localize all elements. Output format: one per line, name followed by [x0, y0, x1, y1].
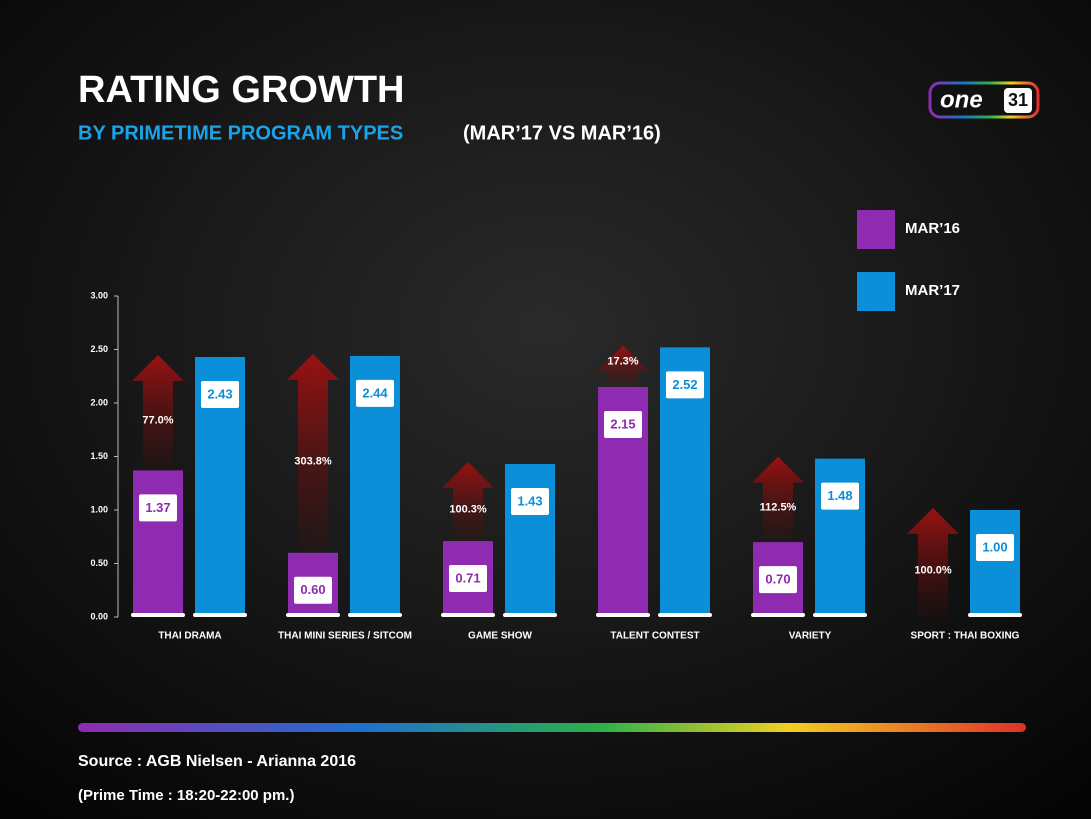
growth-label: 303.8% — [294, 455, 332, 467]
growth-arrow — [132, 354, 184, 471]
value-label: 2.44 — [362, 385, 388, 400]
value-label: 0.71 — [455, 570, 480, 585]
value-label-box — [356, 379, 394, 407]
value-label-box — [666, 371, 704, 399]
growth-arrow — [442, 461, 494, 542]
x-tick-label: THAI DRAMA — [158, 631, 221, 642]
legend-label: MAR’17 — [905, 282, 960, 299]
value-label: 0.60 — [300, 582, 325, 597]
y-tick-label: 1.50 — [90, 451, 108, 461]
value-label-box — [139, 494, 177, 522]
value-label-box — [821, 482, 859, 510]
bar-base — [131, 613, 185, 617]
bar-base — [441, 613, 495, 617]
footnote: Source : AGB Nielsen - Arianna 2016 — [78, 753, 356, 770]
growth-arrow — [752, 456, 804, 543]
logo-badge — [1004, 88, 1032, 113]
bar — [133, 470, 183, 617]
value-label-box — [511, 487, 549, 515]
growth-arrow — [287, 353, 339, 553]
bar — [970, 510, 1020, 617]
bar-base — [286, 613, 340, 617]
footnote: (Prime Time : 18:20-22:00 pm.) — [78, 787, 294, 804]
y-tick-label: 2.00 — [90, 397, 108, 407]
legend-swatch — [857, 210, 895, 249]
legend-swatch — [857, 272, 895, 311]
value-label: 2.52 — [672, 377, 697, 392]
growth-label: 112.5% — [760, 501, 797, 513]
value-label-box — [449, 565, 487, 593]
x-tick-label: GAME SHOW — [468, 631, 532, 642]
bar-base — [193, 613, 247, 617]
x-tick-label: VARIETY — [789, 631, 832, 642]
chart-title: RATING GROWTH — [78, 69, 404, 111]
x-tick-label: SPORT : THAI BOXING — [911, 631, 1020, 642]
y-tick-label: 3.00 — [90, 290, 108, 300]
bar-base — [348, 613, 402, 617]
bar-base — [751, 613, 805, 617]
value-label: 1.00 — [982, 539, 1007, 554]
growth-label: 77.0% — [142, 415, 173, 427]
bar-base — [596, 613, 650, 617]
rainbow-bar — [78, 723, 1026, 732]
y-tick-label: 0.00 — [90, 611, 108, 621]
bar — [505, 463, 555, 617]
x-tick-label: TALENT CONTEST — [610, 631, 699, 642]
value-label: 1.48 — [827, 488, 852, 503]
bar-base — [658, 613, 712, 617]
subtitle-note: (MAR’17 VS MAR’16) — [463, 122, 661, 144]
value-label-box — [759, 566, 797, 594]
bar-base — [813, 613, 867, 617]
value-label-box — [604, 410, 642, 438]
value-label: 1.43 — [517, 493, 542, 508]
y-tick-label: 0.50 — [90, 558, 108, 568]
value-label-box — [201, 380, 239, 408]
subtitle: BY PRIMETIME PROGRAM TYPES — [78, 122, 403, 144]
bar — [815, 458, 865, 617]
value-label: 0.70 — [765, 572, 790, 587]
growth-label: 17.3% — [607, 355, 638, 367]
value-label-box — [294, 576, 332, 604]
legend-label: MAR’16 — [905, 220, 960, 237]
x-tick-label: THAI MINI SERIES / SITCOM — [278, 631, 412, 642]
growth-label: 100.3% — [449, 503, 487, 515]
growth-label: 100.0% — [914, 564, 952, 576]
value-label: 2.43 — [207, 386, 232, 401]
bar-base — [503, 613, 557, 617]
growth-arrow — [907, 508, 959, 617]
y-tick-label: 2.50 — [90, 344, 108, 354]
logo-number: 31 — [1008, 90, 1028, 110]
value-label: 1.37 — [145, 500, 170, 515]
growth-arrow — [597, 345, 649, 387]
value-label-box — [976, 534, 1014, 561]
value-label: 2.15 — [610, 416, 635, 431]
logo-text: one — [940, 86, 983, 113]
bar-base — [968, 613, 1022, 617]
y-tick-label: 1.00 — [90, 504, 108, 514]
